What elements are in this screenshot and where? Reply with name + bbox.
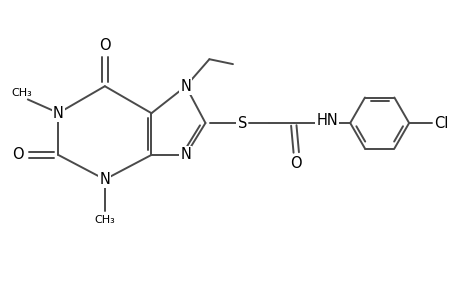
Text: N: N [99,172,110,187]
Text: HN: HN [316,113,337,128]
Text: S: S [237,116,246,130]
Text: N: N [180,79,191,94]
Text: N: N [53,106,63,121]
Text: CH₃: CH₃ [11,88,32,98]
Text: Cl: Cl [433,116,447,130]
Text: CH₃: CH₃ [94,215,115,225]
Text: O: O [99,38,111,53]
Text: O: O [290,156,302,171]
Text: N: N [180,147,191,162]
Text: O: O [11,147,23,162]
